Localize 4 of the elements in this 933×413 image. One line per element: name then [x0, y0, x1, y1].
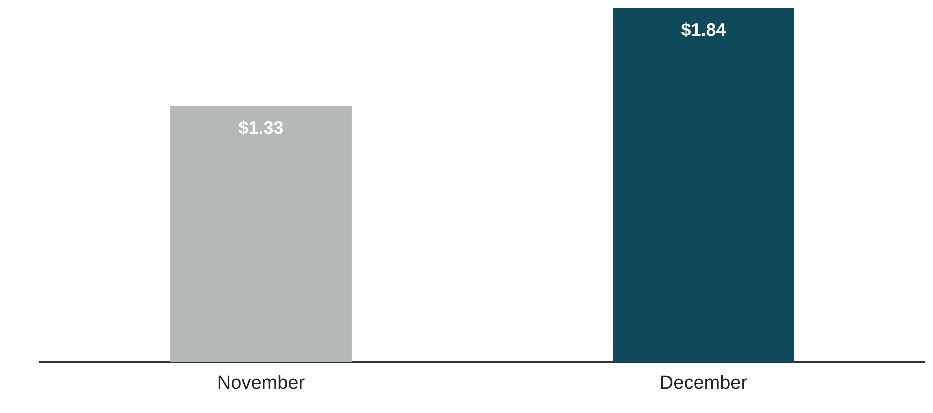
data-label: $1.84 [681, 20, 726, 40]
data-label: $1.33 [238, 118, 284, 138]
x-tick-label: November [217, 372, 306, 394]
x-tick-label: December [660, 372, 748, 394]
